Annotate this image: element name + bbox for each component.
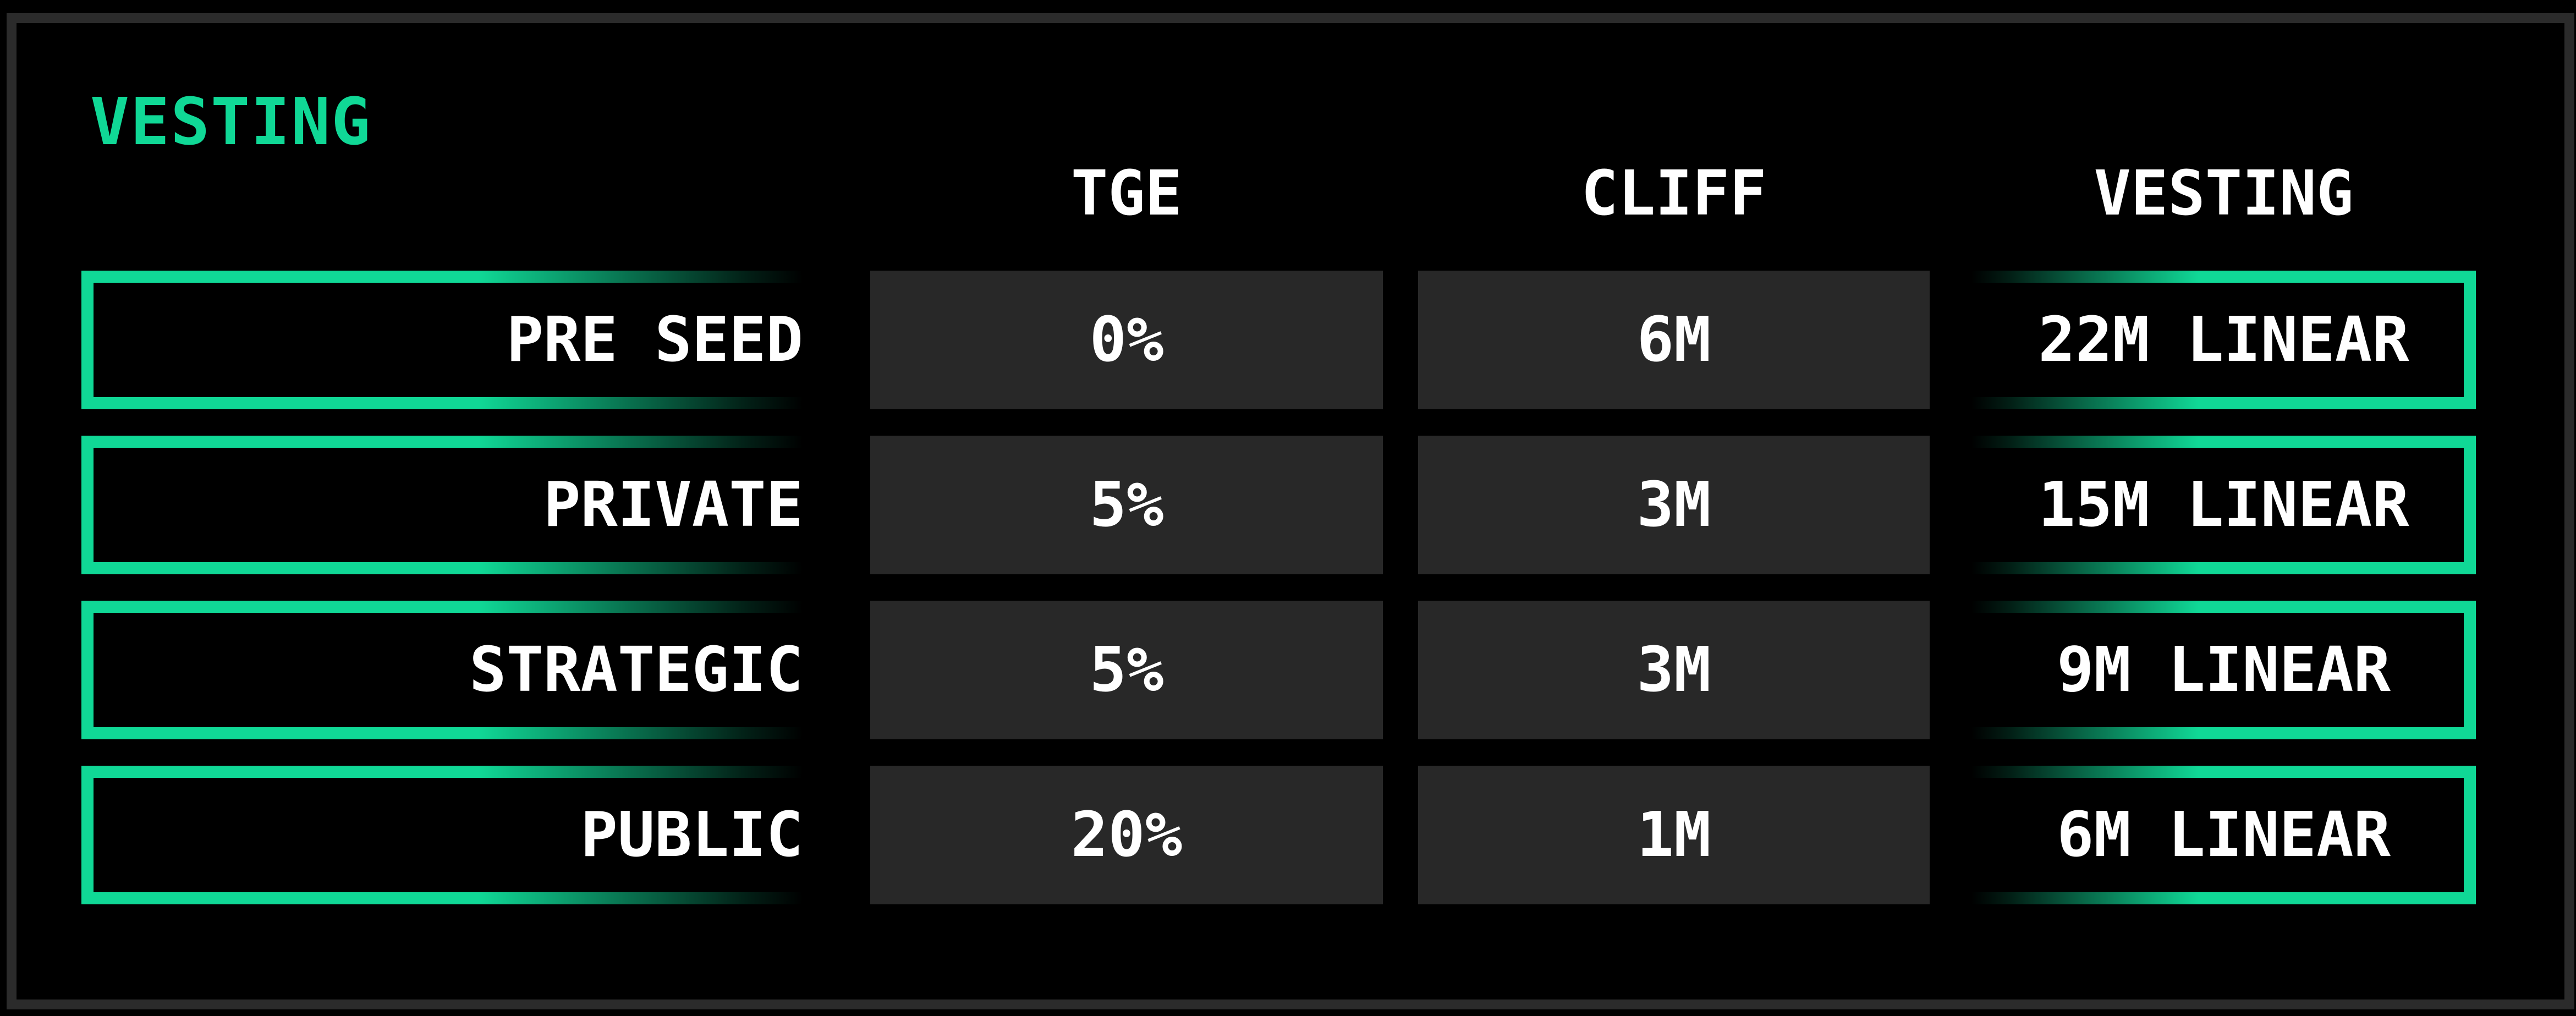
round-label-box: PRIVATE	[81, 436, 803, 574]
table-row: PRIVATE 5% 3M 15M LINEAR	[0, 436, 2576, 574]
round-label-box: STRATEGIC	[81, 601, 803, 739]
round-label: PRE SEED	[506, 304, 803, 376]
vesting-cell: 22M LINEAR	[1971, 271, 2476, 409]
vesting-cell: 9M LINEAR	[1971, 601, 2476, 739]
round-label-box: PUBLIC	[81, 766, 803, 904]
column-header-cliff: CLIFF	[1581, 158, 1767, 229]
tge-cell: 0%	[870, 271, 1383, 409]
round-label: STRATEGIC	[469, 634, 803, 706]
vesting-cell: 15M LINEAR	[1971, 436, 2476, 574]
round-label: PUBLIC	[580, 799, 803, 871]
table-row: STRATEGIC 5% 3M 9M LINEAR	[0, 601, 2576, 739]
cliff-cell: 6M	[1418, 271, 1930, 409]
tge-cell: 5%	[870, 436, 1383, 574]
column-header-tge: TGE	[1070, 158, 1183, 229]
round-label-box: PRE SEED	[81, 271, 803, 409]
cliff-cell: 3M	[1418, 601, 1930, 739]
round-label: PRIVATE	[543, 469, 803, 541]
tge-cell: 5%	[870, 601, 1383, 739]
vesting-cell: 6M LINEAR	[1971, 766, 2476, 904]
page-title: VESTING	[90, 84, 372, 160]
table-row: PRE SEED 0% 6M 22M LINEAR	[0, 271, 2576, 409]
tge-cell: 20%	[870, 766, 1383, 904]
table-row: PUBLIC 20% 1M 6M LINEAR	[0, 766, 2576, 904]
cliff-cell: 1M	[1418, 766, 1930, 904]
column-header-vesting: VESTING	[2094, 158, 2354, 229]
cliff-cell: 3M	[1418, 436, 1930, 574]
